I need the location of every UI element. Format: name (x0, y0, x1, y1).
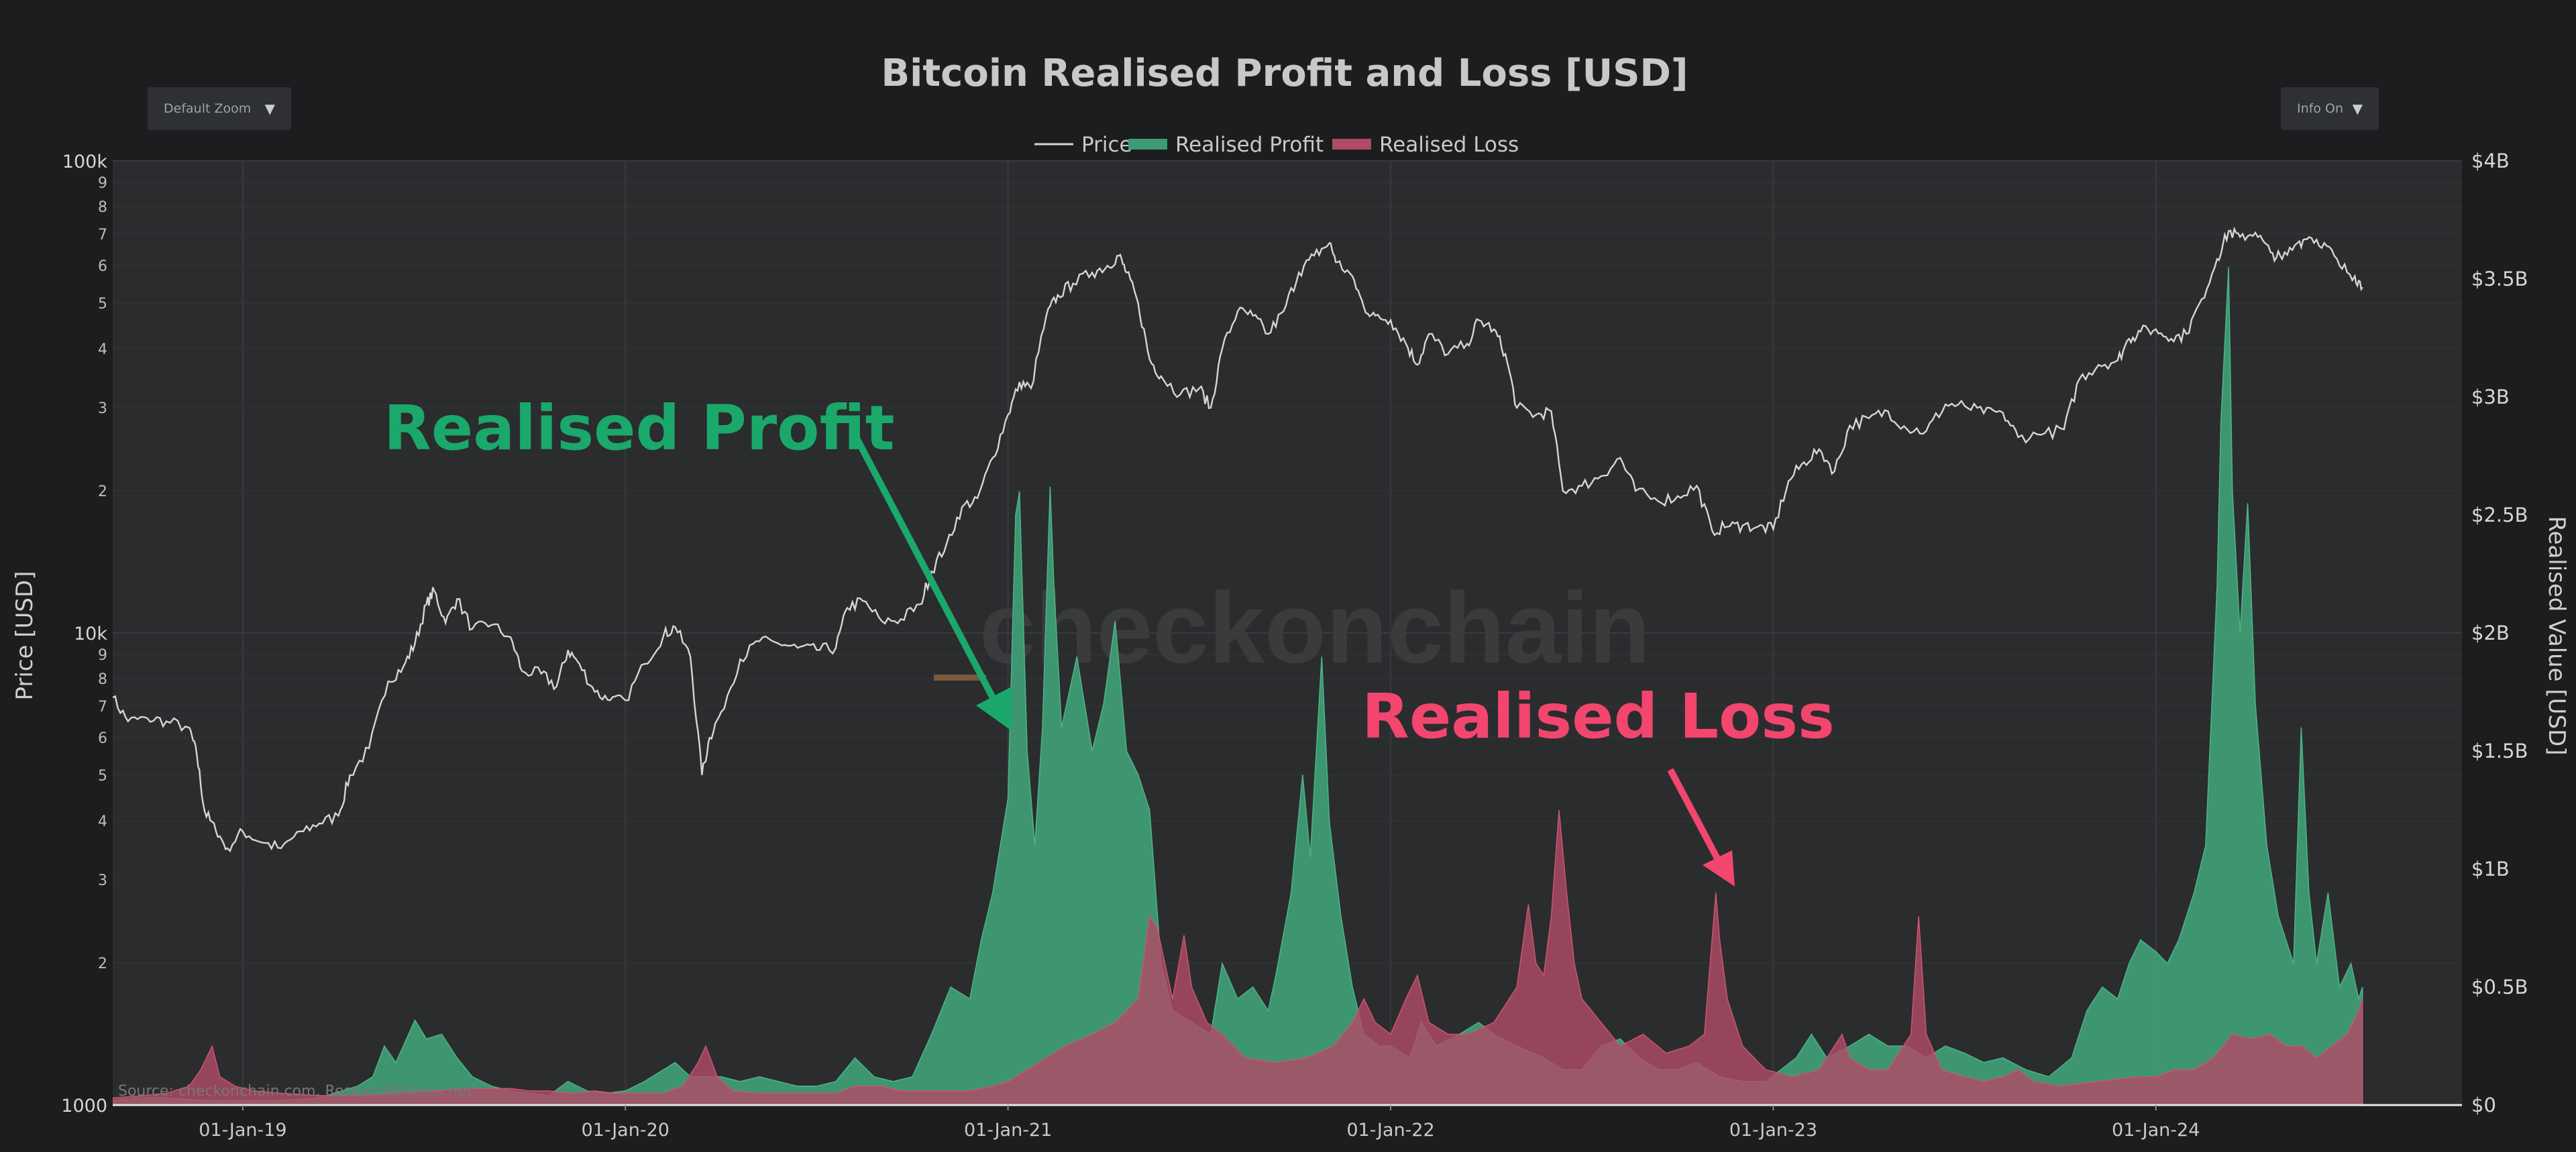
y-left-tick-label: 1000 (61, 1096, 107, 1116)
series-price-line (113, 226, 2363, 853)
y-left-minor-tick-label: 5 (98, 768, 107, 785)
y-left-minor-tick-label: 9 (98, 647, 107, 664)
y-left-minor-tick-label: 6 (98, 258, 107, 275)
source-note: Source: checkonchain.com, ResearchBitcoi… (118, 1083, 472, 1100)
y-left-minor-tick-label: 6 (98, 730, 107, 747)
annotation-loss-arrowhead (1703, 850, 1735, 886)
y-left-axis-label: Price [USD] (11, 571, 38, 701)
annotation-realised-loss: Realised Loss (1362, 681, 1835, 752)
annotation-profit-arrow (849, 427, 1001, 709)
y-left-minor-tick-label: 3 (98, 872, 107, 889)
annotation-realised-profit: Realised Profit (384, 392, 895, 464)
zoom-dropdown-label: Default Zoom (164, 101, 252, 116)
y-left-minor-tick-label: 4 (98, 813, 107, 830)
y-left-minor-tick-label: 8 (98, 199, 107, 216)
annotation-loss-arrow (1667, 768, 1722, 863)
y-left-tick-label: 100k (62, 152, 108, 172)
chevron-down-icon: ▼ (2352, 101, 2363, 117)
info-dropdown-label: Info On (2297, 101, 2343, 116)
y-right-tick-label: $2.5B (2471, 504, 2528, 526)
y-right-tick-label: $3.5B (2471, 268, 2528, 290)
legend[interactable]: Price Realised Profit Realised Loss (1034, 133, 1519, 157)
y-right-tick-label: $0.5B (2471, 976, 2528, 998)
x-tick-label: 01-Jan-24 (2112, 1120, 2200, 1141)
legend-item-price[interactable]: Price (1034, 133, 1132, 157)
y-left-minor-tick-label: 7 (98, 699, 107, 715)
y-left-minor-tick-label: 2 (98, 483, 107, 500)
x-tick-label: 01-Jan-23 (1729, 1120, 1817, 1141)
legend-swatch (1128, 139, 1167, 150)
y-right-tick-label: $1.5B (2471, 740, 2528, 762)
y-left-tick-label: 10k (74, 624, 107, 644)
y-left-minor-tick-label: 3 (98, 400, 107, 417)
y-left-minor-tick-label: 4 (98, 341, 107, 358)
watermark: checkonchain (979, 571, 1650, 684)
legend-label: Price (1081, 133, 1132, 157)
chevron-down-icon: ▼ (264, 101, 275, 117)
x-tick-label: 01-Jan-21 (964, 1120, 1052, 1141)
y-right-tick-label: $3B (2471, 386, 2510, 408)
y-right-tick-label: $2B (2471, 622, 2510, 644)
legend-label: Realised Profit (1175, 133, 1324, 157)
annotation-profit-arrowhead (976, 687, 1012, 731)
legend-swatch (1332, 139, 1371, 150)
y-left-minor-tick-label: 9 (98, 175, 107, 192)
legend-label: Realised Loss (1379, 133, 1519, 157)
legend-item-realised-profit[interactable]: Realised Profit (1128, 133, 1324, 157)
x-tick-label: 01-Jan-20 (582, 1120, 669, 1141)
y-left-minor-tick-label: 5 (98, 296, 107, 312)
info-dropdown[interactable]: Info On ▼ (2281, 87, 2379, 130)
y-left-minor-tick-label: 8 (98, 671, 107, 688)
y-right-tick-label: $1B (2471, 858, 2510, 880)
zoom-dropdown[interactable]: Default Zoom ▼ (148, 87, 291, 130)
y-left-minor-tick-label: 2 (98, 956, 107, 972)
y-right-tick-label: $4B (2471, 150, 2510, 172)
chart-title: Bitcoin Realised Profit and Loss [USD] (881, 52, 1688, 95)
series-realised-loss (113, 809, 2363, 1105)
legend-item-realised-loss[interactable]: Realised Loss (1332, 133, 1519, 157)
marker-dash (934, 675, 986, 681)
y-left-minor-tick-label: 7 (98, 227, 107, 243)
series-realised-profit (113, 267, 2363, 1105)
y-right-tick-label: $0 (2471, 1094, 2496, 1116)
y-right-axis-label: Realised Value [USD] (2543, 516, 2570, 755)
x-tick-label: 01-Jan-22 (1346, 1120, 1434, 1141)
x-tick-label: 01-Jan-19 (199, 1120, 286, 1141)
